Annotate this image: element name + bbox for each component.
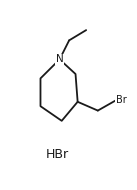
Text: HBr: HBr — [46, 148, 69, 161]
Text: Br: Br — [116, 95, 127, 105]
Text: N: N — [56, 54, 63, 64]
